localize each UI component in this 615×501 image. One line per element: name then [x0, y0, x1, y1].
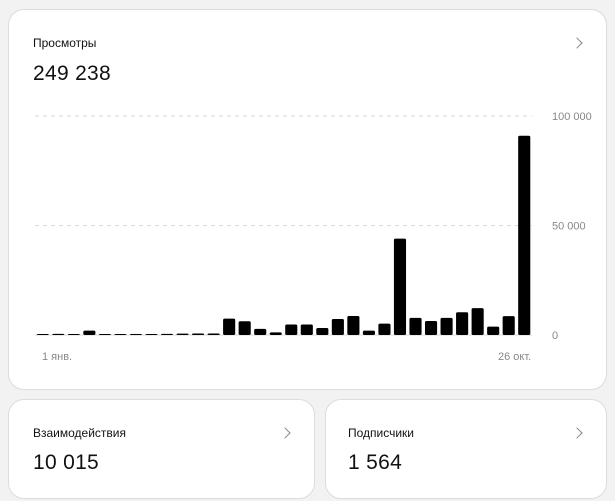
bar[interactable]: [440, 317, 453, 335]
y-tick-label: 0: [552, 330, 558, 342]
bar[interactable]: [424, 320, 438, 335]
bar[interactable]: [378, 323, 391, 335]
bar[interactable]: [269, 332, 282, 335]
bar[interactable]: [114, 334, 127, 335]
bar[interactable]: [471, 308, 484, 335]
bar[interactable]: [83, 330, 96, 335]
interactions-title: Взаимодействия: [33, 426, 126, 440]
bar[interactable]: [331, 319, 344, 335]
subscribers-value: 1 564: [348, 451, 403, 474]
bar[interactable]: [207, 333, 220, 335]
bar[interactable]: [300, 324, 313, 335]
bar[interactable]: [456, 312, 469, 335]
bar[interactable]: [502, 316, 515, 335]
views-title: Просмотры: [33, 36, 97, 50]
bar[interactable]: [52, 333, 65, 335]
bar[interactable]: [67, 334, 80, 335]
x-tick-label: 1 янв.: [42, 351, 72, 363]
bar[interactable]: [393, 238, 407, 335]
bar[interactable]: [160, 333, 174, 335]
views-chart: 100 000 50 000 0 1 янв. 26 окт.: [35, 111, 592, 363]
views-value: 249 238: [33, 62, 112, 85]
interactions-value: 10 015: [33, 451, 100, 474]
interactions-card[interactable]: Взаимодействия 10 015: [8, 399, 315, 499]
bar[interactable]: [238, 321, 251, 335]
bar[interactable]: [518, 135, 531, 335]
bar[interactable]: [362, 330, 375, 335]
bar[interactable]: [409, 317, 422, 335]
bar[interactable]: [145, 334, 158, 335]
chevron-right-icon: [571, 37, 583, 49]
bar[interactable]: [254, 328, 267, 335]
bar[interactable]: [192, 333, 205, 335]
subscribers-card[interactable]: Подписчики 1 564: [325, 399, 607, 499]
chevron-right-icon: [279, 427, 291, 439]
bar[interactable]: [316, 327, 329, 335]
bar[interactable]: [129, 334, 143, 335]
bar[interactable]: [223, 318, 236, 335]
views-card[interactable]: Просмотры 249 238 100 000 50 000 0 1 янв. 26…: [8, 9, 607, 390]
bar[interactable]: [176, 333, 189, 335]
x-tick-label: 26 окт.: [498, 351, 531, 363]
bar[interactable]: [36, 334, 49, 335]
bar[interactable]: [285, 324, 298, 335]
bar[interactable]: [347, 315, 360, 335]
y-tick-label: 50 000: [552, 221, 586, 233]
bar[interactable]: [487, 326, 500, 335]
bar[interactable]: [98, 334, 111, 335]
chevron-right-icon: [571, 427, 583, 439]
subscribers-title: Подписчики: [348, 426, 415, 440]
y-tick-label: 100 000: [552, 111, 592, 123]
